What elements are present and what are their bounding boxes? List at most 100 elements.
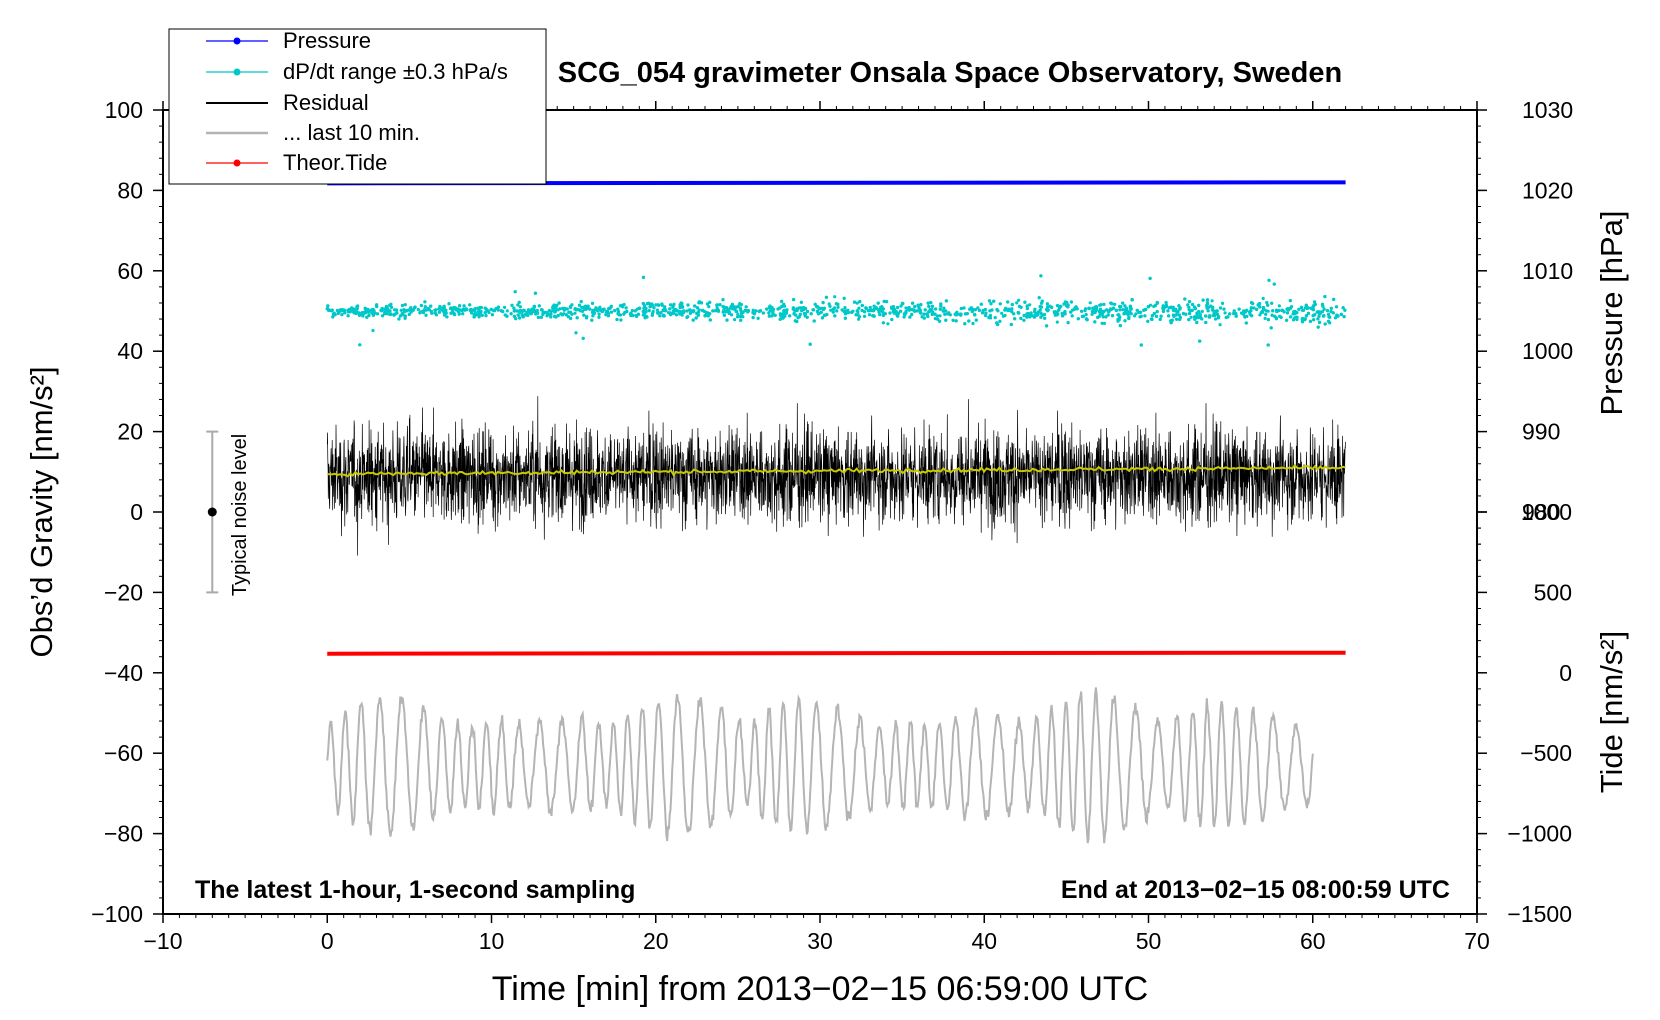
dpdt-point — [922, 312, 926, 316]
dpdt-point — [478, 312, 482, 316]
dpdt-point — [1300, 320, 1305, 324]
dpdt-point — [1171, 308, 1175, 312]
dpdt-point — [886, 322, 890, 326]
dpdt-point — [808, 342, 812, 346]
dpdt-point — [860, 308, 864, 313]
dpdt-point — [1305, 306, 1309, 310]
dpdt-point — [411, 308, 415, 312]
dpdt-point — [1258, 313, 1262, 317]
dpdt-point — [1084, 313, 1088, 317]
dpdt-point — [1311, 314, 1315, 318]
dpdt-point — [1092, 308, 1096, 312]
dpdt-point — [389, 302, 393, 306]
dpdt-point — [641, 275, 646, 279]
dpdt-point — [773, 313, 777, 317]
dpdt-point — [581, 336, 585, 340]
dpdt-point — [1186, 303, 1190, 307]
dpdt-point — [623, 310, 627, 315]
dpdt-point — [739, 318, 743, 322]
dpdt-point — [989, 302, 993, 306]
dpdt-point — [1093, 320, 1097, 324]
dpdt-point — [811, 308, 816, 312]
dpdt-point — [633, 309, 637, 313]
dpdt-point — [1075, 307, 1079, 311]
x-tick-label: 40 — [971, 928, 997, 954]
dpdt-point — [855, 309, 859, 313]
dpdt-point — [704, 313, 709, 317]
dpdt-point — [944, 299, 949, 303]
dpdt-point — [1010, 302, 1014, 307]
dpdt-point — [984, 313, 988, 318]
dpdt-point — [1062, 302, 1066, 306]
dpdt-point — [1308, 319, 1312, 323]
dpdt-point — [398, 314, 402, 318]
dpdt-point — [1146, 319, 1150, 323]
dpdt-point — [1102, 321, 1106, 325]
dpdt-point — [944, 309, 948, 313]
dpdt-point — [635, 314, 639, 318]
dpdt-point — [831, 307, 835, 311]
dpdt-point — [437, 307, 441, 311]
dpdt-point — [365, 315, 369, 319]
dpdt-point — [492, 309, 496, 313]
dpdt-point — [1161, 309, 1165, 313]
dpdt-point — [669, 303, 673, 307]
dpdt-point — [643, 304, 647, 308]
tide-tick-label: 1000 — [1521, 499, 1572, 525]
dpdt-point — [388, 309, 392, 313]
dpdt-point — [715, 306, 719, 310]
dpdt-point — [824, 295, 829, 299]
dpdt-point — [1019, 316, 1023, 320]
dpdt-point — [490, 313, 494, 317]
dpdt-point — [1162, 304, 1166, 308]
dpdt-point — [1119, 305, 1123, 309]
dpdt-point — [933, 317, 937, 321]
dpdt-point — [831, 310, 835, 314]
dpdt-point — [724, 310, 728, 314]
dpdt-point — [842, 296, 846, 300]
dpdt-point — [465, 308, 469, 312]
dpdt-point — [877, 310, 881, 314]
dpdt-point — [756, 316, 760, 320]
series-layer — [325, 180, 1347, 844]
dpdt-point — [1303, 317, 1307, 321]
dpdt-point — [974, 318, 978, 322]
dpdt-point — [852, 300, 857, 304]
dpdt-point — [1333, 316, 1338, 320]
dpdt-point — [959, 306, 963, 311]
dpdt-point — [1195, 320, 1199, 325]
dpdt-point — [1042, 312, 1046, 317]
dpdt-point — [738, 302, 742, 306]
dpdt-point — [872, 304, 876, 308]
dpdt-point — [510, 303, 514, 307]
dpdt-point — [403, 314, 407, 318]
dpdt-point — [962, 306, 966, 310]
dpdt-point — [736, 304, 740, 308]
dpdt-point — [429, 304, 433, 308]
dpdt-point — [565, 307, 569, 311]
dpdt-point — [413, 306, 417, 310]
dpdt-point — [1130, 298, 1134, 302]
dpdt-point — [799, 306, 803, 310]
dpdt-point — [386, 307, 390, 311]
dpdt-point — [718, 303, 722, 307]
legend-label-residual: Residual — [283, 90, 369, 115]
dpdt-point — [582, 307, 586, 311]
legend-label-pressure: Pressure — [283, 28, 371, 53]
dpdt-point — [365, 308, 369, 312]
dpdt-point — [564, 313, 569, 317]
dpdt-point — [389, 305, 394, 309]
dpdt-point — [1205, 301, 1209, 305]
dpdt-point — [549, 309, 554, 313]
dpdt-point — [1204, 314, 1208, 318]
dpdt-point — [1249, 306, 1253, 310]
dpdt-point — [904, 310, 908, 314]
dpdt-point — [977, 308, 982, 312]
dpdt-point — [767, 314, 772, 318]
dpdt-point — [1313, 300, 1317, 304]
dpdt-point — [622, 302, 626, 307]
dpdt-point — [1105, 308, 1109, 312]
dpdt-point — [484, 314, 488, 318]
dpdt-point — [782, 302, 786, 306]
